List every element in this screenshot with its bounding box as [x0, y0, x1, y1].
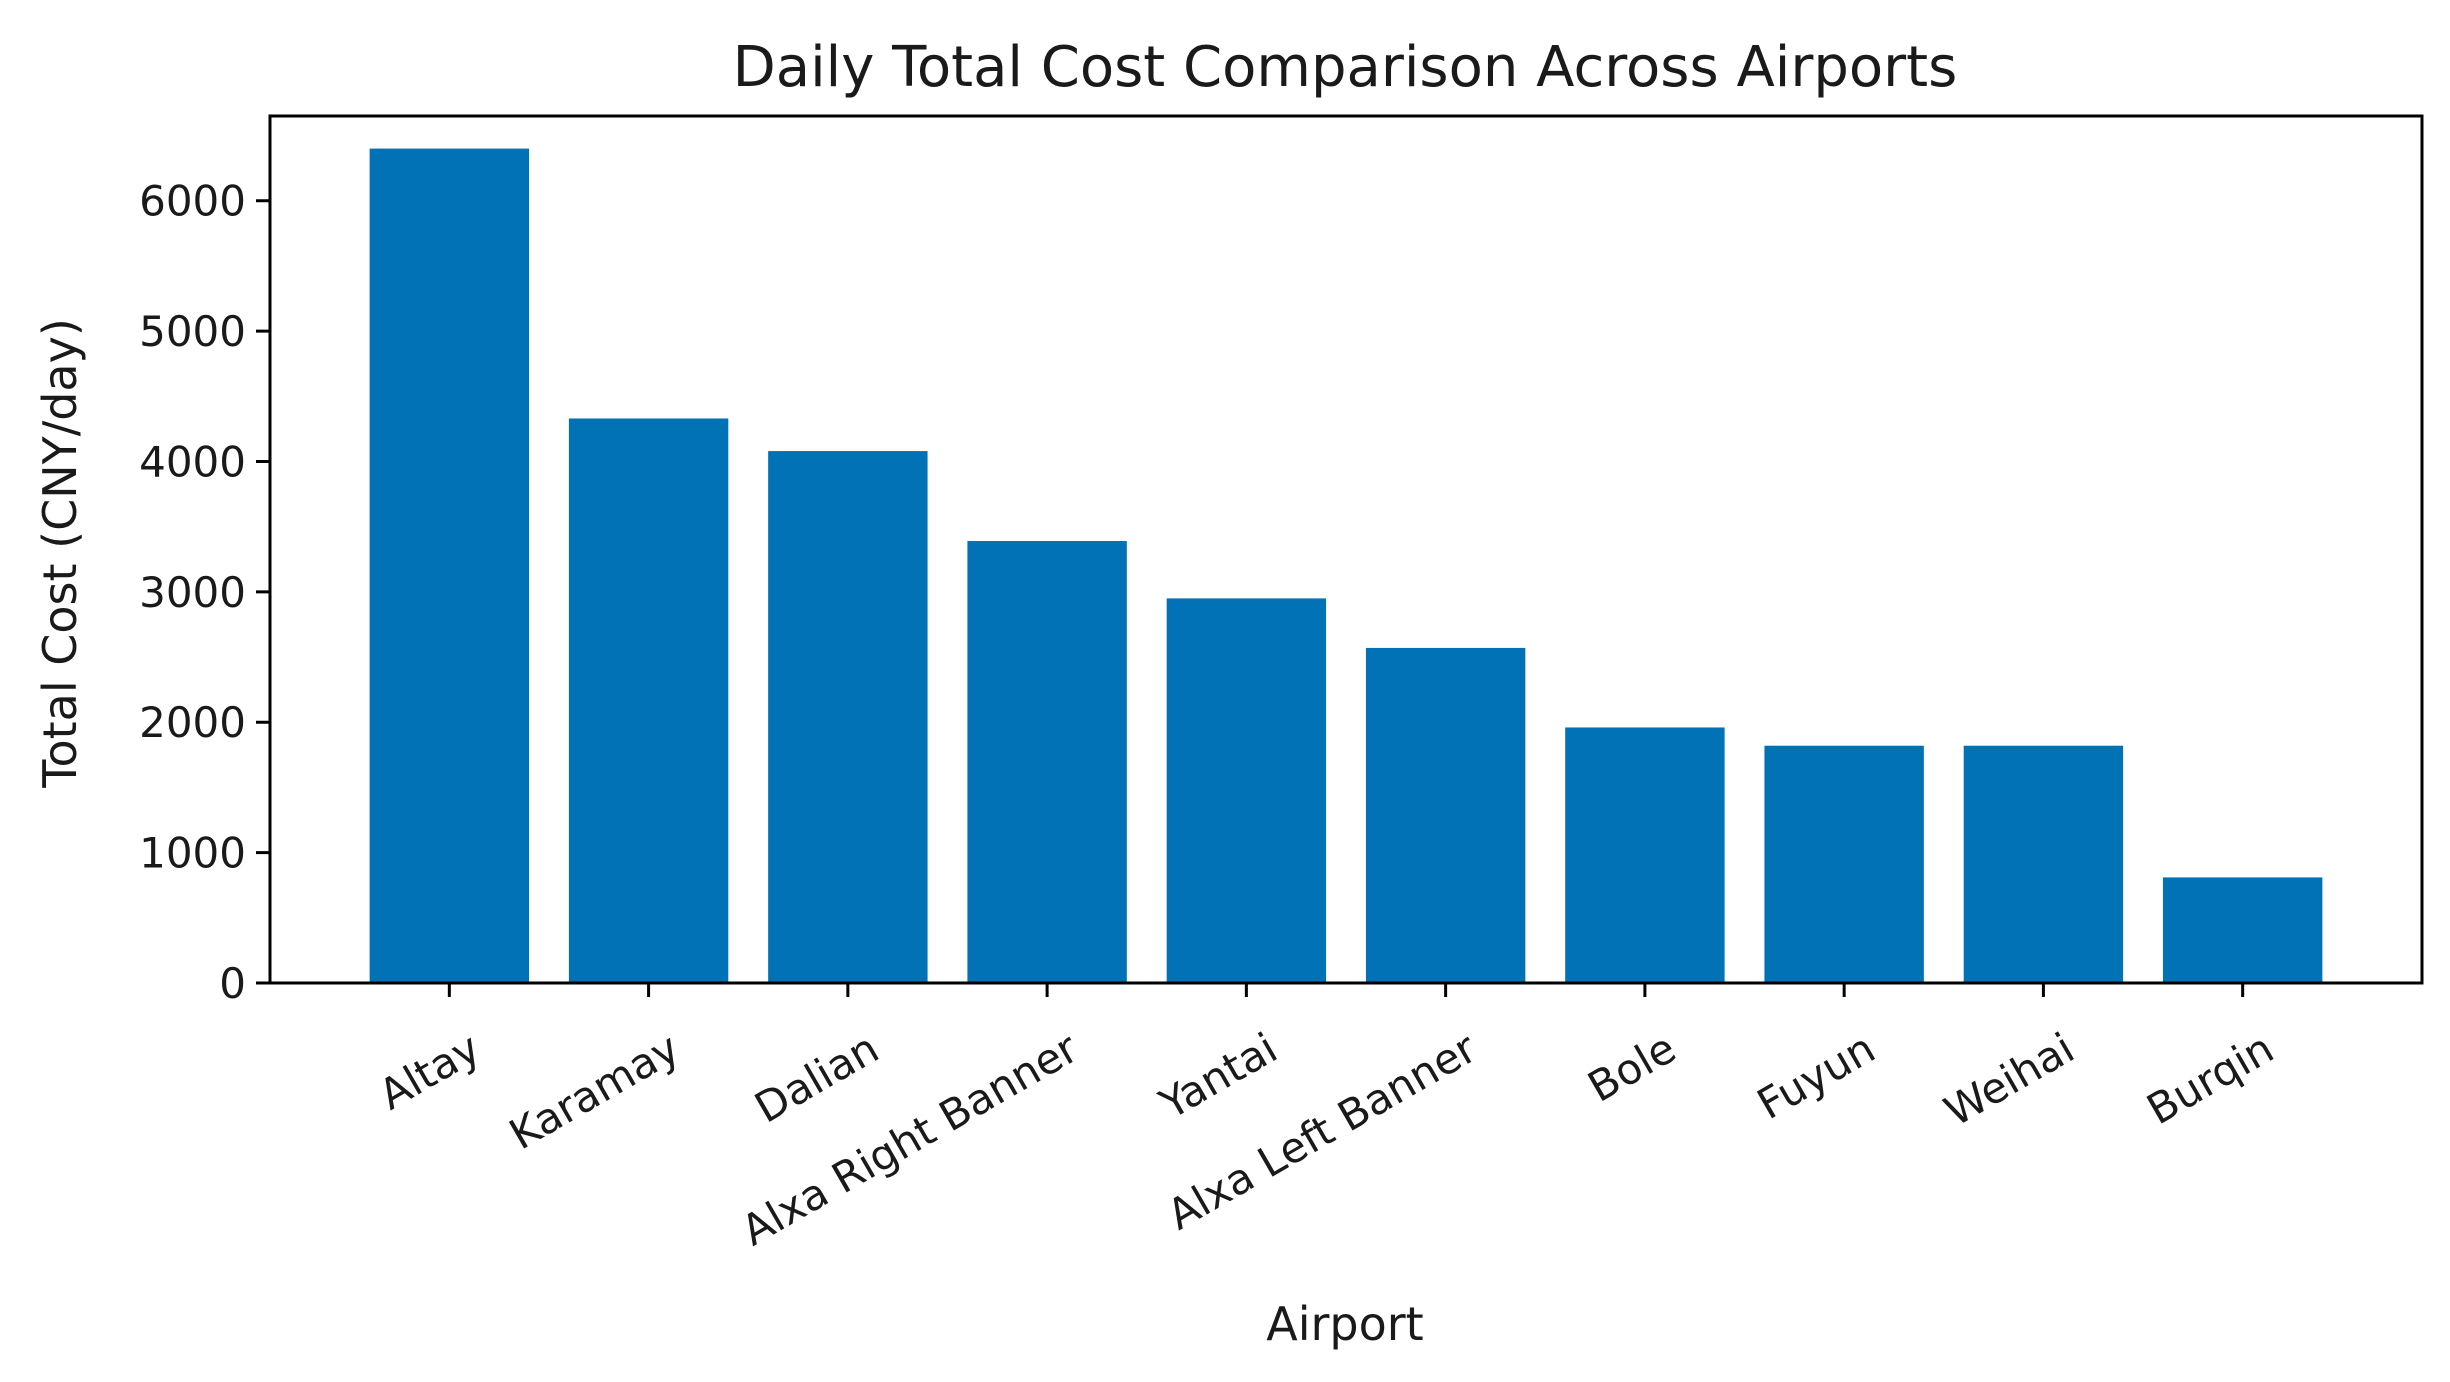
bar-weihai: [1963, 745, 2124, 983]
x-tick-label: Fuyun: [1749, 1023, 1883, 1129]
bar-yantai: [1166, 598, 1327, 983]
chart-title: Daily Total Cost Comparison Across Airpo…: [733, 35, 1958, 100]
x-tick-label: Burqin: [2139, 1023, 2282, 1134]
x-axis-label: Airport: [1266, 1297, 1423, 1351]
y-axis-ticks: 0 1000 2000 3000 4000 5000 6000: [139, 177, 270, 1008]
bar-dalian: [768, 451, 928, 983]
x-tick-label: Alxa Right Banner: [733, 1023, 1087, 1255]
x-tick-label: Yantai: [1151, 1023, 1286, 1129]
y-axis-label: Total Cost (CNY/day): [33, 318, 87, 789]
bar-alxa-left-banner: [1365, 647, 1526, 983]
x-tick-label: Weihai: [1936, 1023, 2082, 1136]
y-tick-label: 1000: [139, 829, 246, 878]
x-tick-label: Dalian: [746, 1023, 886, 1132]
y-tick-label: 0: [219, 959, 246, 1008]
bar-alxa-right-banner: [967, 541, 1127, 983]
bar-burqin: [2162, 877, 2323, 983]
y-tick-label: 3000: [139, 568, 246, 617]
x-tick-label: Bole: [1580, 1023, 1684, 1111]
bar-fuyun: [1764, 745, 1924, 983]
bar-altay: [369, 148, 530, 984]
bar-bole: [1565, 727, 1725, 983]
y-tick-label: 4000: [139, 437, 246, 486]
plot-area-frame: [268, 114, 2424, 985]
x-tick-label: Altay: [371, 1023, 489, 1119]
bars-layer: [369, 148, 2323, 984]
y-tick-label: 5000: [139, 307, 246, 356]
y-tick-label: 2000: [139, 698, 246, 747]
x-tick-label: Karamay: [501, 1023, 688, 1159]
y-tick-label: 6000: [139, 177, 246, 226]
bar-karamay: [568, 418, 729, 984]
